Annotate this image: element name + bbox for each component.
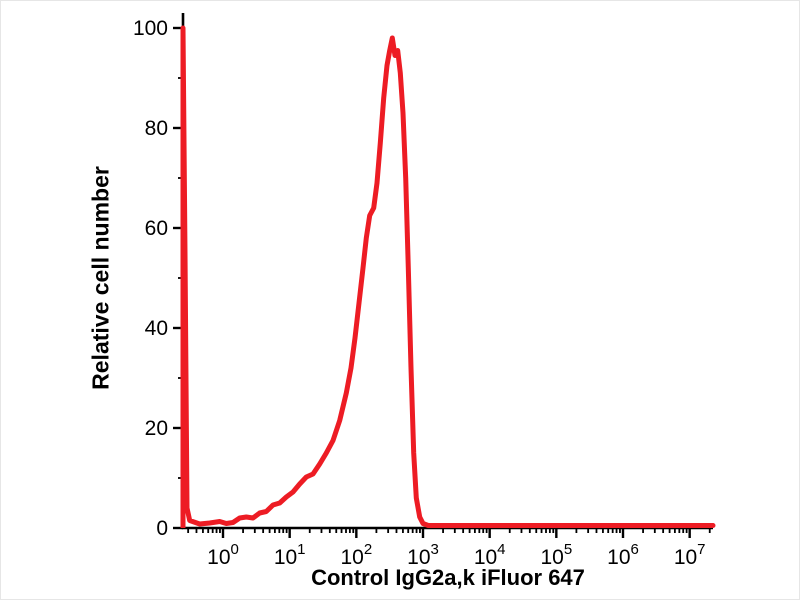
x-tick-label: 102	[340, 541, 372, 569]
x-tick-label: 106	[607, 541, 639, 569]
x-tick-label: 101	[274, 541, 306, 569]
x-axis-title: Control IgG2a,k iFluor 647	[311, 565, 585, 590]
histogram-curve	[180, 25, 716, 528]
x-tick-label: 105	[540, 541, 572, 569]
y-axis-title: Relative cell number	[87, 166, 114, 390]
x-tick-label: 103	[407, 541, 439, 569]
y-tick-label: 100	[133, 17, 168, 40]
x-tick-label: 100	[207, 541, 239, 569]
y-tick-label: 20	[145, 417, 168, 440]
axes-spines	[181, 13, 713, 530]
y-tick-label: 80	[145, 117, 168, 140]
x-tick-label: 107	[674, 541, 706, 569]
y-tick-label: 40	[145, 317, 168, 340]
y-tick-label: 0	[156, 517, 168, 540]
y-tick-label: 60	[145, 217, 168, 240]
x-tick-label: 104	[474, 541, 506, 569]
